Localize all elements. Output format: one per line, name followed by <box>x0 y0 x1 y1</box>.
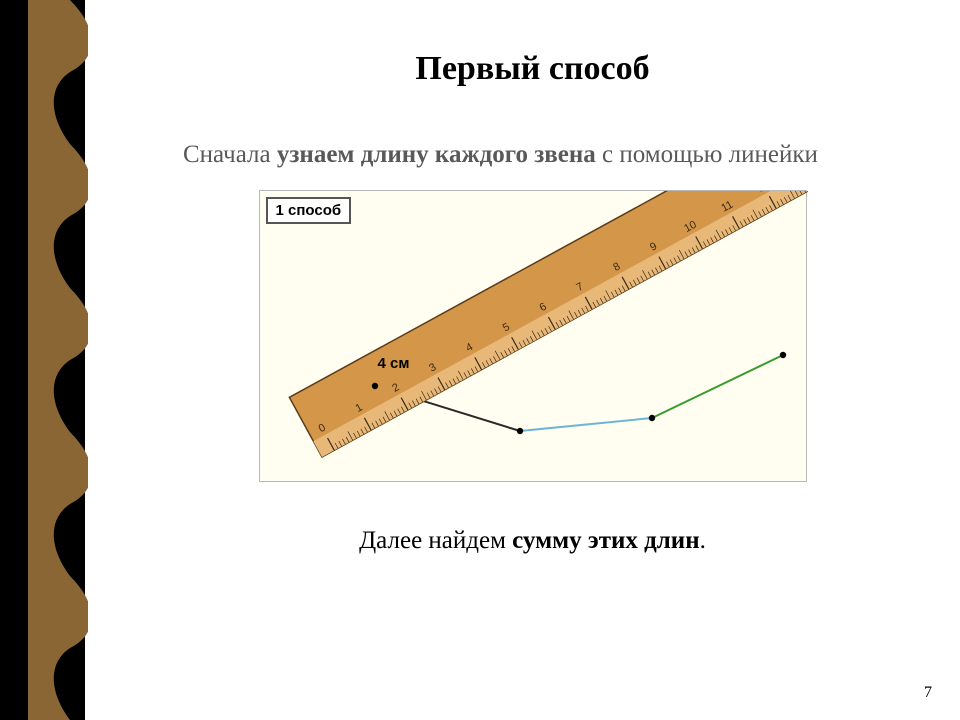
figure-svg: 012345678910111213 <box>260 191 808 483</box>
slide-title: Первый способ <box>135 50 930 88</box>
figure: 1 способ 012345678910111213 4 см <box>259 190 807 482</box>
desc-prefix: Сначала <box>183 141 277 168</box>
left-ribbon <box>0 0 85 720</box>
desc-bold: узнаем длину каждого звена <box>277 141 596 168</box>
footer-prefix: Далее найдем <box>359 527 512 554</box>
footer-suffix: . <box>700 527 706 554</box>
description-text: Сначала узнаем длину каждого звена с пом… <box>135 138 930 172</box>
slide-content: Первый способ Сначала узнаем длину каждо… <box>105 0 960 555</box>
desc-suffix: с помощью линейки <box>596 141 818 168</box>
figure-container: 1 способ 012345678910111213 4 см <box>135 190 930 482</box>
ribbon-wave <box>28 0 88 720</box>
page-number: 7 <box>924 684 932 702</box>
footer-text: Далее найдем сумму этих длин. <box>135 527 930 555</box>
footer-bold: сумму этих длин <box>512 527 699 554</box>
measure-label: 4 см <box>378 355 410 372</box>
